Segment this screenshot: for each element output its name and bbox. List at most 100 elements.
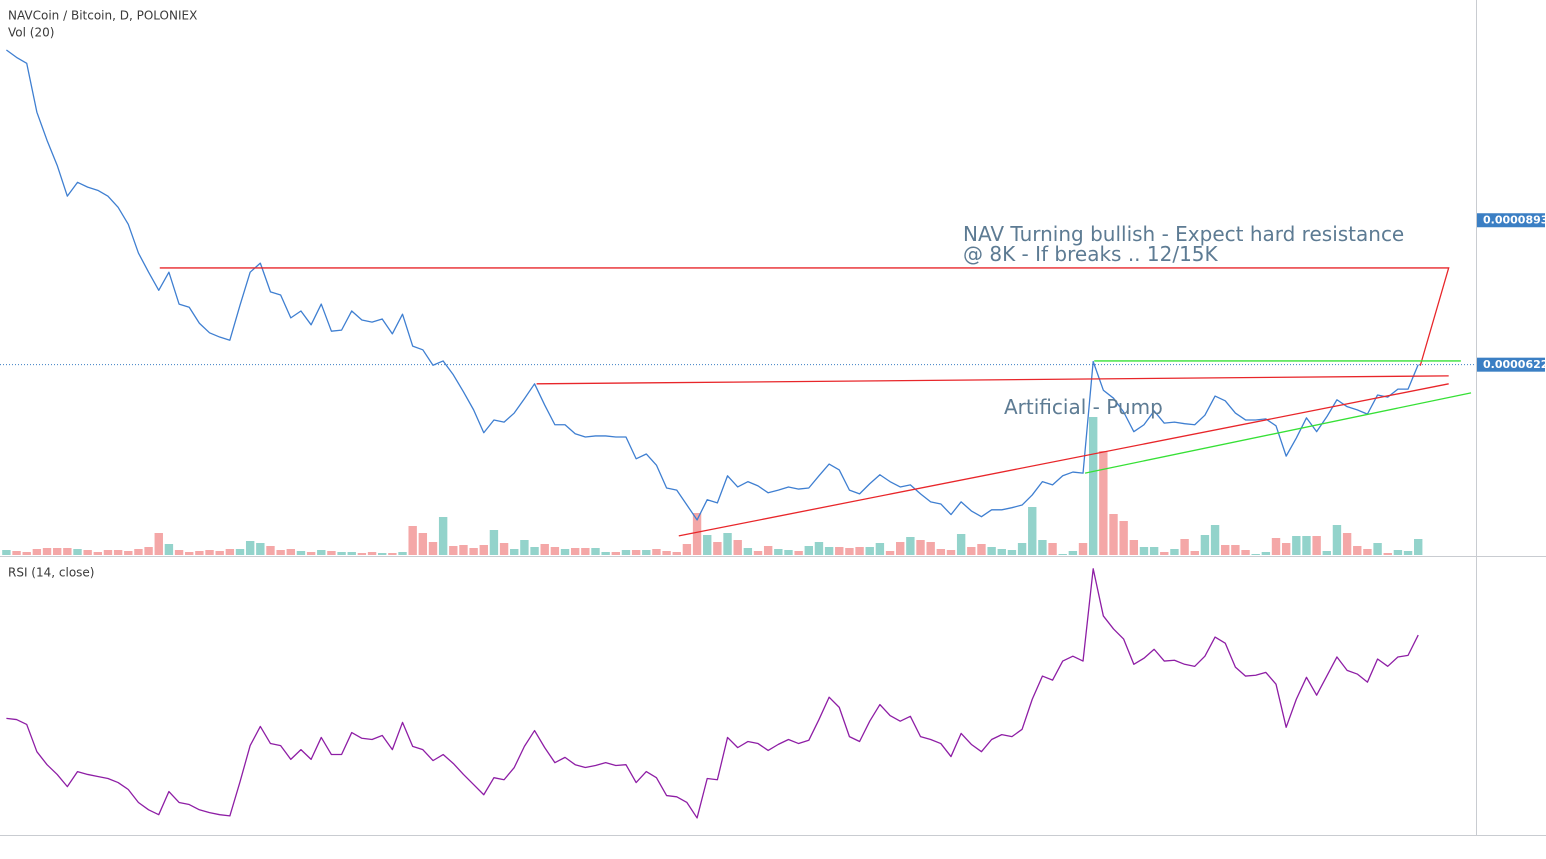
volume-bar [103, 550, 113, 555]
volume-bar [774, 549, 783, 555]
volume-bar [794, 551, 803, 555]
volume-bar [875, 543, 885, 555]
volume-bar [581, 548, 590, 555]
volume-bar [449, 546, 458, 555]
volume-bar [570, 548, 580, 555]
volume-bar [1403, 551, 1413, 555]
volume-bar [1028, 507, 1037, 555]
volume-bar [195, 551, 204, 555]
annotation: @ 8K - If breaks .. 12/15K [963, 242, 1219, 266]
volume-bar [1038, 540, 1047, 555]
volume-bar [601, 552, 610, 555]
volume-bar [378, 553, 387, 555]
volume-bar [1139, 547, 1149, 555]
volume-bar [286, 549, 295, 555]
volume-bar [672, 552, 681, 555]
volume-bar [1190, 551, 1199, 555]
volume-bar [560, 549, 570, 555]
volume-bar [276, 550, 285, 555]
volume-bar [418, 533, 428, 555]
volume-bar [682, 544, 692, 555]
volume-bar [692, 513, 702, 555]
volume-bar [1251, 554, 1260, 555]
volume-bar [408, 526, 417, 555]
volume-bar [256, 543, 265, 555]
volume-bar [1373, 543, 1382, 555]
volume-bar [1271, 538, 1281, 555]
rsi-line [6, 568, 1419, 819]
volume-bar [113, 550, 123, 555]
volume-bar [784, 550, 793, 555]
volume-bar [1241, 550, 1250, 555]
volume-bar [174, 550, 184, 555]
volume-bar [987, 547, 996, 555]
volume-bar [956, 534, 966, 555]
volume-bar [845, 548, 854, 555]
volume-bar [185, 552, 194, 555]
volume-bar [906, 537, 915, 555]
chart-title: NAVCoin / Bitcoin, D, POLONIEX [8, 9, 197, 23]
volume-bar [367, 552, 377, 555]
volume-bar [926, 542, 935, 555]
volume-bar [1099, 451, 1108, 555]
volume-bar [428, 542, 438, 555]
volume-bar [967, 547, 976, 555]
volume-bar [763, 546, 773, 555]
volume-bar [1281, 543, 1291, 555]
volume-bar [855, 547, 864, 555]
volume-bar [499, 543, 509, 555]
trend-line [536, 375, 1449, 385]
volume-bar [469, 548, 478, 555]
price-badge-label: 0.00006220 [1483, 358, 1546, 371]
volume-bar [134, 549, 143, 555]
volume-bar [306, 552, 316, 555]
volume-bar [997, 549, 1006, 555]
volume-bar [1129, 540, 1139, 555]
volume-bar [347, 552, 356, 555]
volume-bar [327, 551, 336, 555]
volume-bar [1261, 552, 1271, 555]
volume-bar [398, 552, 407, 555]
volume-bar [32, 549, 42, 555]
volume-bar [530, 547, 539, 555]
trend-line [159, 267, 1450, 366]
volume-bar [662, 551, 671, 555]
volume-bar [1180, 539, 1189, 555]
volume-bar [1393, 550, 1403, 555]
volume-bar [459, 545, 468, 555]
annotation: NAV Turning bullish - Expect hard resist… [963, 222, 1404, 246]
volume-bar [1078, 543, 1088, 555]
volume-bar [83, 550, 92, 555]
volume-bar [12, 551, 21, 555]
volume-bar [753, 551, 763, 555]
volume-bar [124, 551, 133, 555]
volume-bar [520, 540, 529, 555]
volume-bar [1109, 514, 1118, 555]
volume-bar [1363, 549, 1372, 555]
volume-bar [388, 553, 397, 555]
volume-bar [814, 542, 824, 555]
volume-bar [63, 548, 72, 555]
volume-bar [2, 550, 11, 555]
marks-layer [0, 49, 1476, 819]
volume-bar [1210, 525, 1220, 555]
volume-bar [621, 550, 631, 555]
axes-layer [0, 0, 1546, 836]
volume-bar [154, 533, 163, 555]
text-layer: NAVCoin / Bitcoin, D, POLONIEX Vol (20) … [8, 9, 1546, 580]
volume-bar [205, 550, 214, 555]
volume-bar [1068, 551, 1078, 555]
volume-bar [225, 549, 235, 555]
volume-bar [266, 546, 275, 555]
volume-bar [733, 540, 742, 555]
volume-bar [1231, 545, 1240, 555]
volume-bar [52, 548, 62, 555]
volume-bar [804, 546, 813, 555]
volume-bar [865, 547, 874, 555]
trend-line [678, 383, 1449, 537]
volume-bar [835, 547, 844, 555]
volume-bar [438, 517, 448, 555]
volume-bar [703, 535, 712, 555]
volume-bar [1322, 551, 1331, 555]
volume-bar [977, 544, 986, 555]
